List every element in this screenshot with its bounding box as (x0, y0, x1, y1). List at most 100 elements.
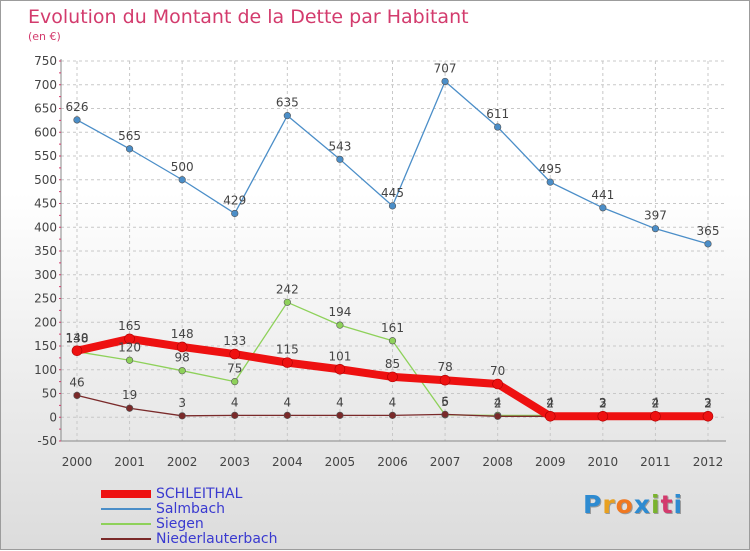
data-point (71, 345, 83, 357)
data-label: 4 (284, 395, 292, 409)
data-point (544, 410, 556, 422)
data-point (178, 176, 186, 184)
data-label: 2 (494, 396, 502, 410)
data-label: 543 (328, 139, 351, 153)
y-tick-label: 300 (34, 268, 57, 282)
data-label: 429 (223, 193, 246, 207)
axes: -50 0 50 100 150 200 250 300 350 400 450 500 550 600 6… (34, 54, 726, 469)
data-label: 85 (385, 357, 400, 371)
data-label: 70 (490, 364, 505, 378)
data-point (599, 204, 607, 212)
data-label: 2 (652, 396, 660, 410)
data-point (282, 357, 293, 368)
y-tick-label: 700 (34, 78, 57, 92)
data-label: 6 (441, 394, 449, 408)
x-tick-label: 2009 (535, 455, 566, 469)
data-point (124, 333, 135, 345)
data-label: 2 (704, 396, 712, 410)
data-point (336, 411, 344, 419)
logo-letter: i (651, 490, 661, 519)
y-tick-label: 600 (34, 125, 57, 139)
data-label: 3 (178, 396, 186, 410)
y-tick-label: 500 (34, 173, 57, 187)
data-label: 98 (175, 351, 190, 365)
data-point (494, 123, 502, 131)
gridlines (61, 60, 726, 442)
data-point (650, 410, 661, 422)
data-point (388, 337, 397, 345)
x-tick-label: 2002 (167, 455, 198, 469)
data-label: 120 (118, 340, 141, 354)
data-point (178, 367, 186, 375)
data-point (492, 378, 503, 390)
data-label: 3 (599, 396, 607, 410)
x-tick-label: 2003 (219, 455, 250, 469)
data-point (388, 411, 397, 419)
x-tick-label: 2000 (62, 455, 93, 469)
data-point (283, 298, 291, 306)
y-tick-label: 650 (34, 102, 57, 116)
y-tick-label: 250 (34, 292, 57, 306)
data-point (178, 412, 186, 420)
data-label: 365 (697, 224, 720, 238)
data-point (704, 240, 712, 248)
data-point (73, 116, 81, 124)
data-label: 500 (171, 160, 194, 174)
data-label: 78 (437, 360, 452, 374)
x-tick-label: 2012 (693, 455, 724, 469)
y-tick-label: 0 (49, 410, 57, 424)
x-tick-label: 2011 (640, 455, 671, 469)
data-label: 611 (486, 107, 509, 121)
data-label: 2 (652, 396, 660, 410)
data-point (283, 411, 291, 419)
x-tick-label: 2004 (272, 455, 303, 469)
proxiti-logo: Proxiti (583, 490, 683, 519)
logo-letter: i (673, 490, 684, 519)
data-point (336, 321, 344, 329)
data-label: 194 (328, 305, 351, 319)
data-point (125, 404, 134, 412)
data-label: 445 (381, 186, 404, 200)
data-point (336, 155, 344, 163)
y-tick-label: 200 (34, 315, 57, 329)
data-label: 4 (652, 395, 660, 409)
data-label: 242 (276, 282, 299, 296)
data-label: 4 (494, 395, 502, 409)
data-label: 140 (66, 331, 89, 345)
data-label: 3 (599, 396, 607, 410)
data-label: 635 (276, 96, 299, 110)
data-label: 148 (171, 327, 194, 341)
legend-swatch (101, 490, 151, 498)
y-tick-label: 550 (34, 149, 57, 163)
legend-swatch (101, 538, 151, 540)
series-lines (71, 77, 714, 422)
data-point (387, 371, 398, 383)
data-point (231, 411, 239, 419)
y-tick-label: 400 (34, 220, 57, 234)
data-label: 165 (118, 319, 141, 333)
legend-label: Niederlauterbach (156, 531, 278, 547)
data-label: 2 (704, 396, 712, 410)
data-point (441, 77, 449, 86)
y-tick-label: -50 (37, 434, 57, 448)
legend-swatch (101, 523, 151, 525)
data-label: 133 (223, 334, 246, 348)
data-point (334, 363, 346, 375)
x-tick-label: 2005 (325, 455, 356, 469)
data-label: 565 (118, 129, 141, 143)
data-label: 441 (591, 188, 614, 202)
data-label: 495 (539, 162, 562, 176)
x-tick-label: 2010 (588, 455, 619, 469)
y-tick-label: 750 (34, 54, 57, 68)
data-label: 138 (66, 332, 89, 346)
y-tick-label: 100 (34, 363, 57, 377)
legend-label: SCHLEITHAL (156, 486, 243, 502)
chart-title: Evolution du Montant de la Dette par Hab… (28, 6, 469, 28)
x-tick-label: 2006 (377, 455, 408, 469)
data-label: 4 (336, 395, 344, 409)
data-point (176, 341, 188, 353)
chart-subtitle: (en €) (28, 30, 61, 43)
data-point (388, 202, 397, 210)
data-labels: 6265655004296355434457076114954413973651… (66, 61, 720, 410)
data-label: 115 (276, 343, 299, 357)
